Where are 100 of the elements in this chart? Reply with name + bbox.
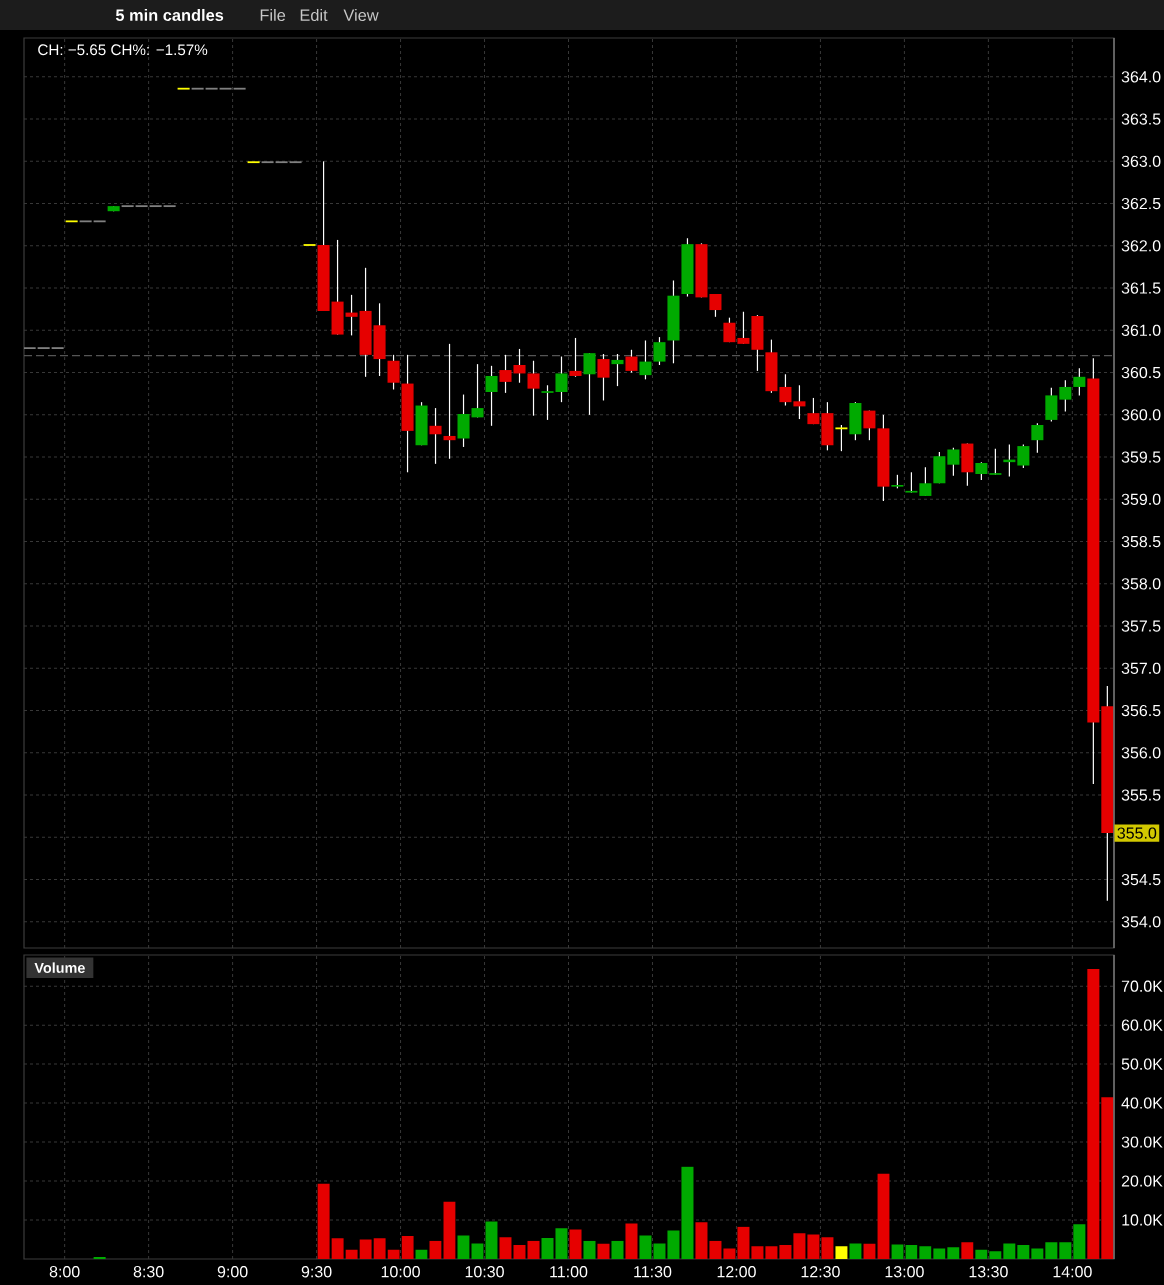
bar <box>457 1235 470 1259</box>
chart-title: 5 min candles <box>115 8 224 22</box>
x-tick-label: 9:00 <box>217 1266 248 1278</box>
y-tick-label: 363.5 <box>1121 113 1161 125</box>
bar <box>1031 1248 1044 1259</box>
bar <box>625 1223 638 1259</box>
text: File <box>260 8 286 22</box>
bar <box>499 1237 512 1259</box>
y-tick-label: 70.0K <box>1121 980 1163 992</box>
bar <box>597 1243 610 1259</box>
y-tick-label: 359.0 <box>1121 493 1161 505</box>
bar <box>331 1238 344 1259</box>
y-tick-label: 358.0 <box>1121 578 1161 590</box>
y-tick-label: 30.0K <box>1121 1136 1163 1148</box>
bar <box>639 1235 652 1259</box>
candlestick <box>162 205 177 208</box>
x-tick-label: 13:30 <box>969 1266 1008 1278</box>
bar <box>849 1243 862 1259</box>
candlestick <box>190 87 205 90</box>
y-tick-label: 354.0 <box>1121 916 1161 928</box>
y-tick-label: 363.0 <box>1121 155 1161 168</box>
x-tick-label: 10:30 <box>465 1266 504 1278</box>
bar <box>709 1240 722 1259</box>
bar <box>387 1249 400 1259</box>
bar <box>835 1246 848 1259</box>
bar <box>317 1183 330 1259</box>
candlestick <box>246 161 261 164</box>
bar <box>1087 969 1100 1259</box>
bar <box>793 1233 806 1259</box>
bar <box>863 1243 876 1259</box>
bar <box>611 1240 624 1259</box>
bar <box>345 1249 358 1259</box>
candlestick <box>176 87 191 90</box>
bar <box>471 1243 484 1259</box>
candlestick <box>834 424 849 452</box>
bar <box>513 1244 526 1259</box>
candlestick <box>345 294 358 337</box>
x-tick-label: 9:30 <box>301 1266 332 1278</box>
y-tick-label: 361.0 <box>1121 324 1161 337</box>
candlestick <box>793 384 806 420</box>
candlestick <box>905 471 918 494</box>
bar <box>737 1226 750 1259</box>
candlestick <box>288 161 303 164</box>
bar <box>961 1242 974 1259</box>
bar <box>947 1247 960 1259</box>
text: 355.0 <box>1117 827 1157 839</box>
bar <box>527 1240 540 1259</box>
candlestick <box>204 87 219 90</box>
bar <box>429 1240 442 1259</box>
y-tick-label: 357.0 <box>1121 662 1161 674</box>
bar <box>1017 1244 1030 1259</box>
x-tick-label: 11:00 <box>550 1266 588 1278</box>
y-tick-label: 360.5 <box>1121 366 1161 379</box>
bar <box>681 1166 694 1259</box>
candlestick <box>148 205 163 208</box>
bar <box>1045 1242 1058 1259</box>
y-tick-label: 20.0K <box>1121 1175 1163 1187</box>
bar <box>569 1229 582 1259</box>
x-tick-label: 12:00 <box>717 1266 756 1278</box>
bar <box>485 1221 498 1259</box>
bar <box>975 1249 988 1259</box>
bar <box>933 1248 946 1259</box>
y-tick-label: 362.5 <box>1121 197 1161 210</box>
bar <box>1003 1243 1016 1259</box>
y-tick-label: 60.0K <box>1121 1019 1163 1031</box>
candlestick <box>134 205 149 208</box>
candlestick <box>274 161 289 164</box>
bar <box>401 1236 414 1259</box>
candlestick <box>218 87 233 90</box>
candlestick <box>260 161 275 164</box>
bar <box>1059 1242 1072 1259</box>
text: View <box>343 8 379 22</box>
bar <box>779 1244 792 1259</box>
y-tick-label: 354.5 <box>1121 873 1161 886</box>
bar <box>919 1246 932 1259</box>
bar <box>1073 1224 1086 1259</box>
x-tick-label: 11:30 <box>634 1266 672 1278</box>
bar <box>989 1251 1002 1259</box>
bar <box>583 1240 596 1259</box>
x-tick-label: 8:00 <box>49 1266 80 1278</box>
y-tick-label: 362.0 <box>1121 240 1161 252</box>
bar <box>1101 1097 1114 1259</box>
y-tick-label: 364.0 <box>1121 71 1161 83</box>
y-tick-label: 359.5 <box>1121 451 1161 463</box>
y-tick-label: 10.0K <box>1122 1214 1163 1226</box>
x-tick-label: 12:30 <box>801 1266 840 1278</box>
candlestick <box>120 205 135 208</box>
candlestick <box>611 353 624 387</box>
bar <box>751 1246 764 1259</box>
candlestick <box>443 343 456 460</box>
y-tick-label: 360.0 <box>1121 409 1161 421</box>
y-tick-label: 40.0K <box>1121 1097 1163 1109</box>
bar <box>877 1173 890 1259</box>
x-tick-label: 10:00 <box>381 1266 420 1278</box>
bar <box>807 1234 820 1259</box>
bar <box>821 1237 834 1259</box>
x-tick-label: 8:30 <box>133 1266 164 1278</box>
y-tick-label: 358.5 <box>1121 535 1161 548</box>
y-tick-label: 355.5 <box>1121 789 1161 801</box>
bar <box>695 1222 708 1259</box>
